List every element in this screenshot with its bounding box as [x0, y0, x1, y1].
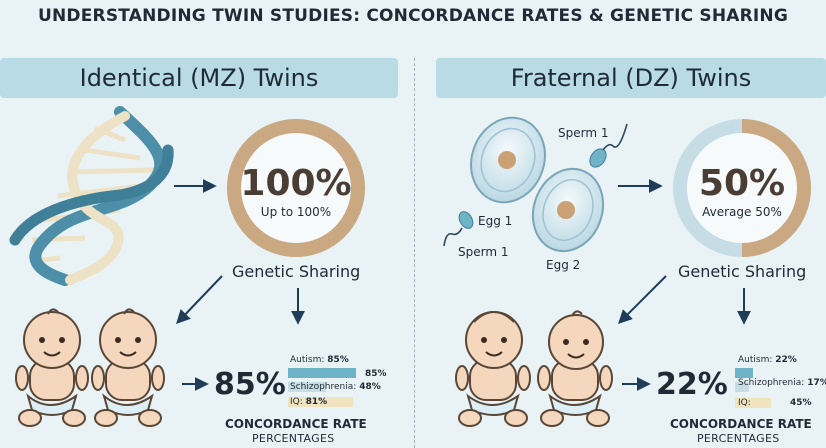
- mz-concordance-value: 85%: [214, 367, 286, 402]
- sperm-top-icon: [589, 123, 628, 168]
- mz-ring-sub: Up to 100%: [260, 205, 332, 219]
- dz-cr-sub: PERCENTAGES: [697, 432, 780, 445]
- egg-1-icon: [470, 116, 546, 204]
- mz-bar-label-autism: Autism: 85%: [290, 355, 349, 365]
- dz-baby-left-icon: [455, 311, 531, 427]
- mz-bar-autism: [288, 368, 356, 378]
- mz-cr-title: CONCORDANCE RATE: [225, 417, 367, 431]
- dz-baby-right-icon: [537, 310, 613, 427]
- dz-ring-value: 50%: [698, 163, 786, 204]
- page-title: UNDERSTANDING TWIN STUDIES: CONCORDANCE …: [37, 6, 789, 26]
- dz-ring-sub: Average 50%: [702, 205, 782, 219]
- arrow-to-babies: [176, 275, 223, 325]
- dz-genetic-sharing-label: Genetic Sharing: [678, 262, 807, 281]
- dz-bar-iq: [735, 398, 771, 408]
- mz-bar-schizophrenia: [288, 382, 327, 392]
- dz-bar-schizophrenia: [735, 382, 749, 392]
- sperm-bottom-icon: [443, 211, 474, 247]
- dz-cr-title: CONCORDANCE RATE: [670, 417, 812, 431]
- dz-concordance-value: 22%: [656, 367, 728, 402]
- mz-bar-value-autism: 85%: [365, 369, 387, 379]
- dz-panel-heading: Fraternal (DZ) Twins: [436, 58, 826, 98]
- arrow-to-babies-dz: [618, 275, 667, 324]
- sperm-top-label: Sperm 1: [558, 126, 609, 140]
- dz-bar-label-autism: Autism: 22%: [738, 355, 797, 365]
- egg-2-icon: [531, 167, 605, 253]
- mz-baby-left-icon: [15, 308, 89, 427]
- dz-bar-value-iq: 45%: [790, 398, 812, 408]
- mz-bar-label-schizophrenia: Schizophrenia: 48%: [290, 382, 381, 392]
- dz-sharing-ring: [673, 119, 811, 257]
- dz-bar-autism: [735, 368, 753, 378]
- mz-baby-right-icon: [91, 308, 165, 427]
- mz-bar-label-iq: IQ: 81%: [290, 397, 328, 407]
- mz-genetic-sharing-label: Genetic Sharing: [232, 262, 361, 281]
- panel-divider: [414, 58, 415, 448]
- egg-1-label: Egg 1: [478, 214, 513, 228]
- mz-ring-value: 100%: [240, 163, 352, 204]
- egg-2-label: Egg 2: [546, 258, 581, 272]
- mz-bar-iq: [288, 397, 353, 407]
- sperm-bottom-label: Sperm 1: [458, 245, 509, 259]
- dna-helix-icon: [9, 106, 174, 286]
- mz-cr-sub: PERCENTAGES: [252, 432, 335, 445]
- dz-bar-label-schizophrenia: Schizophrenia: 17%: [738, 378, 826, 388]
- mz-sharing-ring: [227, 119, 365, 257]
- dz-bar-label-iq: IQ:: [738, 398, 751, 408]
- mz-panel-heading: Identical (MZ) Twins: [0, 58, 398, 98]
